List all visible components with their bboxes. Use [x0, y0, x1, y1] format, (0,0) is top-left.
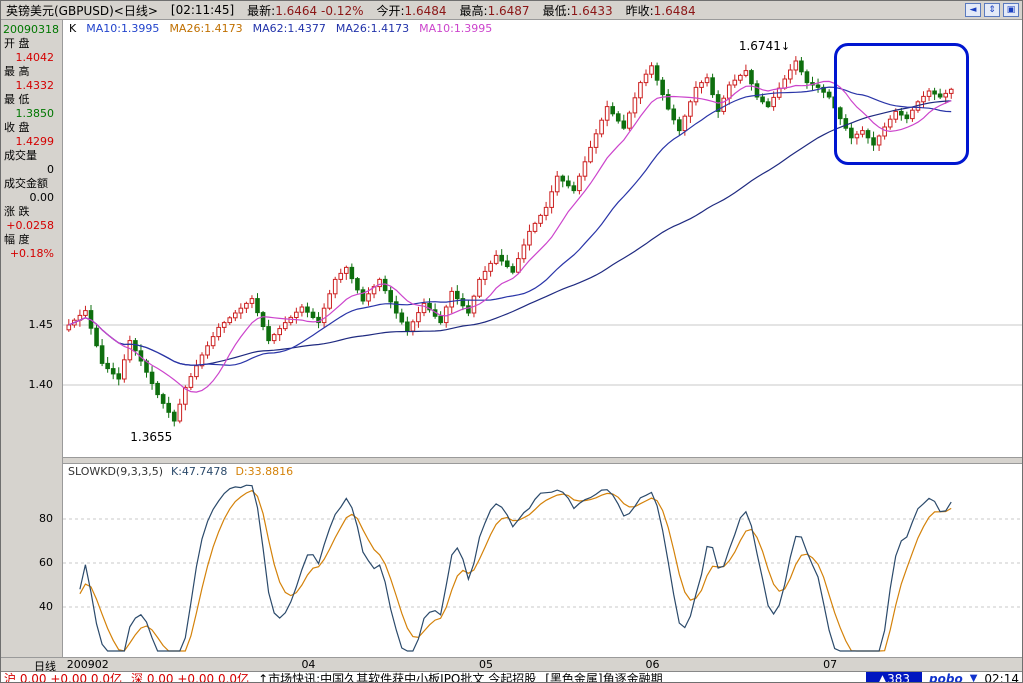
x-axis-tick: 06: [645, 658, 660, 671]
ma26-label: MA26:1.4173: [169, 22, 243, 35]
info-field-change: 涨 跌 +0.0258: [1, 205, 62, 233]
ma10-label: MA10:1.3995: [86, 22, 160, 35]
shenzhen-index: 深 0.00 +0.00 0.0亿: [131, 672, 250, 683]
news-ticker: ↑市场快讯:中国久其软件获中小板IPO批文 今起招股: [258, 672, 537, 683]
window-buttons: ◄ ⇕ ▣: [965, 3, 1019, 17]
info-field-low: 最 低 1.3850: [1, 93, 62, 121]
ma62-label: MA62:1.4377: [252, 22, 326, 35]
high-label: 最高:: [459, 3, 488, 18]
last-price-group: 最新:1.6464 -0.12%: [247, 2, 363, 19]
layout-button[interactable]: ▣: [1003, 3, 1019, 17]
kd-indicator-chart[interactable]: [63, 464, 1023, 657]
scroll-vertical-button[interactable]: ⇕: [984, 3, 1000, 17]
sector-ticker: [黑色金属]角逐金融期: [545, 672, 663, 683]
field-value: +0.18%: [9, 247, 54, 260]
selected-date: 20090318: [3, 23, 59, 36]
kd-d-value: D:33.8816: [235, 465, 294, 478]
info-field-volume: 成交量 0: [1, 149, 62, 177]
quote-info-panel: 20090318 开 盘 1.4042 最 高 1.4332 最 低 1.385…: [1, 23, 62, 261]
instrument-title: 英镑美元(GBPUSD)<日线>: [6, 3, 158, 18]
last-value: 1.6464: [275, 3, 318, 18]
status-ticker-bar: 沪 0.00 +0.00 0.0亿 深 0.00 +0.00 0.0亿 ↑市场快…: [1, 671, 1022, 683]
down-arrow-icon: ↓: [780, 40, 791, 54]
main-candlestick-chart[interactable]: [63, 37, 1023, 457]
open-group: 今开:1.6484: [376, 2, 446, 19]
prev-close-group: 昨收:1.6484: [626, 2, 696, 19]
field-label: 最 高: [4, 65, 30, 78]
price-annotation-high: 1.6741↓: [739, 39, 790, 53]
down-triangle-icon: ▼: [969, 673, 978, 683]
field-value: 1.4299: [15, 135, 55, 148]
y-axis-label: 1.40: [28, 378, 54, 391]
shanghai-index: 沪 0.00 +0.00 0.0亿: [4, 672, 123, 683]
field-value: 1.4042: [15, 51, 55, 64]
panel-divider[interactable]: [63, 457, 1022, 464]
field-label: 成交量: [4, 149, 37, 162]
kd-axis-label: 40: [39, 600, 53, 613]
quote-time: [02:11:45]: [170, 3, 235, 17]
kd-axis-label: 80: [39, 512, 53, 525]
prev-close-value: 1.6484: [653, 3, 696, 18]
high-group: 最高:1.6487: [460, 2, 530, 19]
info-field-high: 最 高 1.4332: [1, 65, 62, 93]
field-label: 成交金额: [4, 177, 48, 190]
prev-close-label: 昨收:: [625, 3, 654, 18]
field-value: 0: [47, 163, 54, 176]
open-value: 1.6484: [404, 3, 447, 18]
x-axis-tick: 07: [823, 658, 838, 671]
kd-name: SLOWKD(9,3,3,5): [68, 465, 164, 478]
status-badge: ▲383: [865, 672, 923, 682]
k-line-label: K: [69, 22, 77, 35]
last-label: 最新:: [247, 3, 276, 18]
kd-indicator-header: SLOWKD(9,3,3,5) K:47.7478 D:33.8816: [68, 465, 293, 478]
ma26-label-2: MA26:1.4173: [335, 22, 410, 35]
high-value: 1.6487: [487, 3, 530, 18]
x-axis-tick: 04: [301, 658, 316, 671]
open-label: 今开:: [376, 3, 405, 18]
field-value: 1.4332: [15, 79, 55, 92]
field-label: 收 盘: [4, 121, 30, 134]
info-field-turnover: 成交金额 0.00: [1, 177, 62, 205]
period-label: 日线: [34, 660, 56, 673]
page-back-button[interactable]: ◄: [965, 3, 981, 17]
ma10-label-2: MA10:1.3995: [419, 22, 493, 35]
info-field-open: 开 盘 1.4042: [1, 37, 62, 65]
highlight-annotation-box: [834, 43, 969, 165]
status-right-group: ▲383 pobo ▼ 02:14: [865, 672, 1019, 683]
info-field-close: 收 盘 1.4299: [1, 121, 62, 149]
x-axis-row: 日线 200902 04 05 06 07: [1, 657, 1022, 673]
x-axis-tick: 200902: [66, 658, 109, 671]
quote-title-bar: 英镑美元(GBPUSD)<日线> [02:11:45] 最新:1.6464 -0…: [1, 1, 1022, 20]
annotation-low-text: 1.3655: [130, 430, 173, 445]
kd-axis-label: 60: [39, 556, 53, 569]
low-group: 最低:1.6433: [543, 2, 613, 19]
field-label: 涨 跌: [4, 205, 30, 218]
field-value: +0.0258: [6, 219, 54, 232]
low-value: 1.6433: [570, 3, 613, 18]
field-label: 开 盘: [4, 37, 30, 50]
price-annotation-low: 1.3655: [130, 430, 172, 444]
x-axis-tick: 05: [479, 658, 494, 671]
y-axis-label: 1.45: [28, 318, 54, 331]
pobo-logo: pobo: [929, 672, 963, 683]
clock-time: 02:14: [984, 672, 1019, 683]
ma-indicator-header: K MA10:1.3995 MA26:1.4173 MA62:1.4377 MA…: [63, 20, 1022, 37]
field-label: 幅 度: [4, 233, 30, 246]
field-value: 0.00: [29, 191, 55, 204]
change-percent: -0.12%: [321, 3, 364, 18]
field-label: 最 低: [4, 93, 30, 106]
low-label: 最低:: [542, 3, 571, 18]
kd-k-value: K:47.7478: [171, 465, 228, 478]
left-info-strip: [1, 20, 63, 657]
field-value: 1.3850: [15, 107, 55, 120]
info-field-range: 幅 度 +0.18%: [1, 233, 62, 261]
annotation-high-text: 1.6741: [738, 39, 781, 54]
